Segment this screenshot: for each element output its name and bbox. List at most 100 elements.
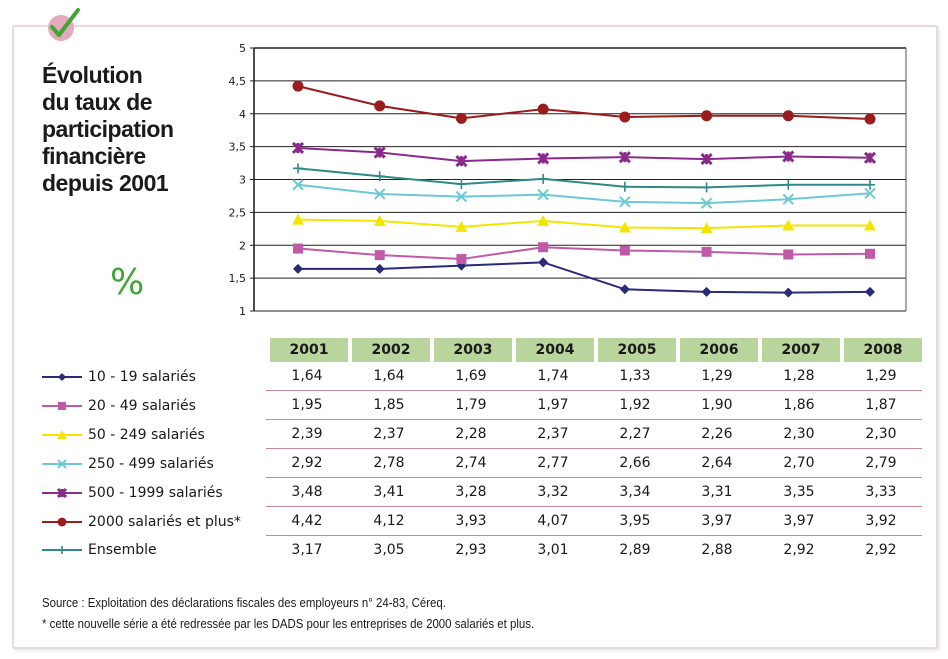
marker-x: [455, 190, 468, 203]
marker-plus: [538, 173, 549, 184]
marker-circle: [701, 110, 713, 122]
legend-label: 50 - 249 salariés: [88, 426, 205, 443]
year-header: 2002: [348, 338, 430, 362]
marker-star: [700, 153, 713, 166]
marker-circle: [374, 100, 386, 112]
marker-plus: [374, 171, 385, 182]
series-2: [292, 213, 876, 234]
marker-triangle: [537, 214, 550, 226]
table-cell: 2,92: [783, 542, 815, 558]
table-row: 2000 salariés et plus* 4,42 4,12 3,93 4,07 3,…: [40, 507, 922, 536]
marker-circle: [537, 103, 549, 115]
table-row: 500 - 1999 salariés 3,48 3,41 3,28 3,32 3,34 3…: [40, 478, 922, 507]
table-cell: 3,92: [840, 507, 922, 536]
legend-item: 20 - 49 salariés: [40, 391, 266, 420]
table-cell: 1,92: [594, 391, 676, 420]
marker-circle: [619, 111, 631, 123]
y-tick-label: 4: [239, 108, 246, 121]
marker-x: [700, 197, 713, 209]
series-line: [297, 85, 871, 121]
table-cell: 3,05: [373, 542, 405, 558]
table-cell: 4,42: [266, 507, 348, 536]
series-line: [297, 167, 870, 189]
marker-star: [291, 141, 305, 155]
title-line: Évolution: [42, 62, 143, 88]
legend-swatch-icon: [42, 372, 82, 381]
series-3: [292, 179, 876, 209]
legend-swatch-icon: [42, 517, 82, 526]
table-cell: 2,64: [676, 449, 758, 478]
year-header: 2006: [676, 338, 758, 362]
table-cell: 1,33: [594, 362, 676, 391]
table-cell: 3,33: [840, 478, 922, 507]
source-note: Source : Exploitation des déclarations f…: [42, 595, 446, 610]
marker-diamond: [374, 263, 385, 274]
marker-diamond: [58, 372, 66, 381]
marker-square: [538, 242, 549, 253]
series-6: [293, 163, 875, 193]
marker-triangle: [864, 219, 876, 231]
table-cell: 1,90: [676, 391, 758, 420]
marker-triangle: [700, 222, 713, 234]
table-cell: 2,26: [676, 420, 758, 449]
table-cell: 4,07: [512, 507, 594, 536]
table-cell: 2,30: [758, 420, 840, 449]
legend-item: 250 - 499 salariés: [40, 449, 266, 478]
y-tick-label: 1: [239, 305, 246, 318]
table-row: 10 - 19 salariés 1,64 1,64 1,69 1,74 1,33 1,29…: [40, 362, 922, 391]
table-cell: 2,92: [266, 449, 348, 478]
y-tick-label: 2,5: [229, 206, 247, 219]
table-cell: 1,79: [430, 391, 512, 420]
marker-x: [537, 188, 549, 201]
table-cell: 2,78: [348, 449, 430, 478]
table-cell: 2,30: [840, 420, 922, 449]
marker-x: [864, 187, 876, 200]
table-cell: 2,37: [512, 420, 594, 449]
marker-circle: [292, 80, 304, 92]
table-cell: 3,28: [430, 478, 512, 507]
table-cell: 1,64: [266, 362, 348, 391]
table-cell: 3,97: [758, 507, 840, 536]
legend-label: 250 - 499 salariés: [88, 455, 214, 472]
marker-diamond: [783, 287, 794, 298]
legend-item: Ensemble: [40, 536, 266, 564]
marker-x: [619, 196, 631, 208]
title-line: depuis 2001: [42, 170, 169, 196]
series-1: [293, 242, 875, 265]
marker-x: [292, 179, 304, 191]
series-note: * cette nouvelle série a été redressée p…: [42, 616, 535, 631]
table-cell: 2,79: [840, 449, 922, 478]
marker-diamond: [865, 286, 875, 297]
series-line: [297, 218, 870, 230]
marker-square: [701, 246, 712, 257]
legend-item: 10 - 19 salariés: [40, 362, 266, 391]
table-cell: 1,69: [430, 362, 512, 391]
marker-triangle: [455, 220, 468, 232]
title-line: participation: [42, 116, 174, 142]
marker-plus: [456, 179, 467, 190]
series-0: [293, 257, 875, 298]
footnotes: Source : Exploitation des déclarations f…: [42, 592, 534, 634]
legend-swatch-icon: [42, 429, 82, 439]
marker-plus: [293, 163, 303, 174]
table-cell: 1,95: [266, 391, 348, 420]
series-line: [297, 146, 871, 163]
marker-star: [618, 151, 631, 164]
marker-x: [782, 193, 794, 205]
table-cell: 3,95: [594, 507, 676, 536]
table-cell: 2,66: [594, 449, 676, 478]
marker-square: [783, 249, 794, 260]
legend-item: 2000 salariés et plus*: [40, 507, 266, 536]
table-row: 20 - 49 salariés 1,95 1,85 1,79 1,97 1,92 1,90…: [40, 391, 922, 420]
table-cell: 2,77: [512, 449, 594, 478]
table-cell: 2,37: [348, 420, 430, 449]
marker-circle: [864, 113, 876, 125]
table-cell: 3,34: [594, 478, 676, 507]
year-header: 2004: [512, 338, 594, 362]
table-cell: 2,39: [266, 420, 348, 449]
legend-swatch-icon: [42, 487, 82, 498]
legend-swatch-icon: [42, 458, 82, 469]
marker-star: [537, 152, 550, 165]
marker-plus: [58, 546, 66, 554]
marker-x: [374, 188, 386, 200]
